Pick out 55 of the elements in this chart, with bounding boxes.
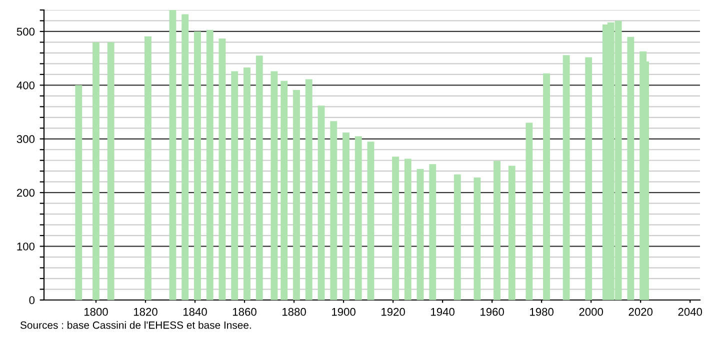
x-tick-label: 1920 [382,308,405,316]
bar [169,10,176,300]
bar [270,71,278,300]
x-tick-label: 1840 [183,308,207,316]
y-tick-label: 300 [16,135,35,144]
bar [218,38,226,300]
bar [75,85,82,300]
bar [494,160,500,300]
bar [280,80,288,300]
bar [231,71,238,300]
bar [392,156,399,300]
bar [367,142,374,300]
x-tick-label: 1940 [431,308,454,316]
bar [562,55,570,300]
y-tick-label: 0 [29,296,35,304]
bar [107,42,114,300]
x-tick-label: 1820 [134,308,158,316]
bar [416,168,424,300]
bar [404,158,412,300]
bar [330,121,338,300]
bar [474,178,481,300]
bar [256,56,263,300]
y-tick-label: 100 [17,242,35,250]
x-tick-label: 1960 [480,308,504,316]
bar [318,106,325,300]
source-note: Sources : base Cassini de l'EHESS et base Insee. [20,321,251,329]
x-tick-label: 2020 [628,308,653,316]
bar [429,164,436,300]
bar [144,36,152,300]
bar [508,166,516,300]
x-tick-label: 1860 [233,308,256,316]
bar [92,42,100,300]
bar [640,51,647,300]
x-tick-label: 1800 [84,308,108,316]
x-tick-label: 1880 [282,308,306,316]
x-tick-label: 1900 [332,308,356,316]
bar [543,73,550,300]
bar [194,31,201,300]
y-tick-label: 200 [16,188,35,197]
bar [182,14,189,300]
bar [342,132,350,300]
bar [354,136,362,300]
bar [526,122,533,300]
x-tick-label: 2000 [579,308,604,316]
y-tick-label: 400 [16,81,35,90]
y-tick-label: 500 [16,28,35,36]
bar [627,36,634,300]
bar [244,67,250,300]
x-tick-label: 1980 [530,308,554,316]
bar [206,30,214,300]
bar [585,57,592,300]
bar [454,174,461,300]
bar [305,79,312,300]
bar [293,90,300,300]
x-tick-label: 2040 [678,308,702,316]
